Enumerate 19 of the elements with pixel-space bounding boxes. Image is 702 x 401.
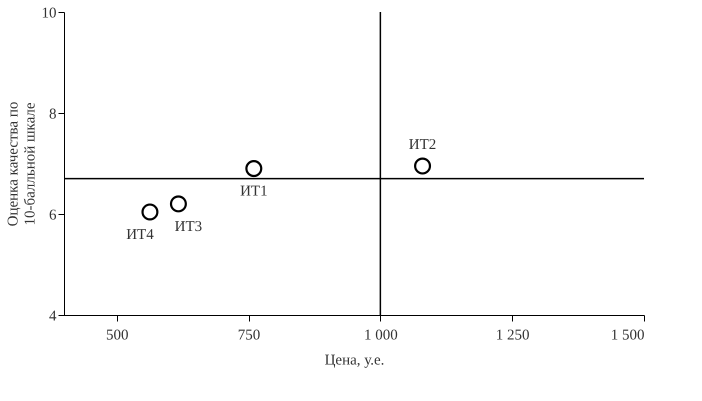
point xyxy=(170,195,187,212)
x-tick-label: 1 000 xyxy=(364,328,398,344)
x-tick-label: 1 250 xyxy=(496,328,530,344)
x-tick-label: 750 xyxy=(238,328,260,344)
y-tick-label: 4 xyxy=(49,308,57,324)
y-tick-label: 10 xyxy=(42,6,56,22)
x-axis-title: Цена, у.е. xyxy=(324,352,384,368)
point xyxy=(245,160,262,178)
annotation: ИТ2 xyxy=(408,137,436,154)
y-tick-label: 6 xyxy=(49,208,57,224)
x-tick-label: 500 xyxy=(106,328,128,344)
annotation: ИТ4 xyxy=(126,226,154,243)
point xyxy=(141,203,158,220)
point xyxy=(414,158,432,175)
y-tick-label: 8 xyxy=(49,106,56,122)
annotation: ИТ1 xyxy=(240,184,268,200)
y-axis-title: Оценка качества по 10-балльной шкале xyxy=(6,102,38,226)
x-tick-label: 1 500 xyxy=(610,328,644,344)
annotation: ИТ3 xyxy=(174,218,202,235)
